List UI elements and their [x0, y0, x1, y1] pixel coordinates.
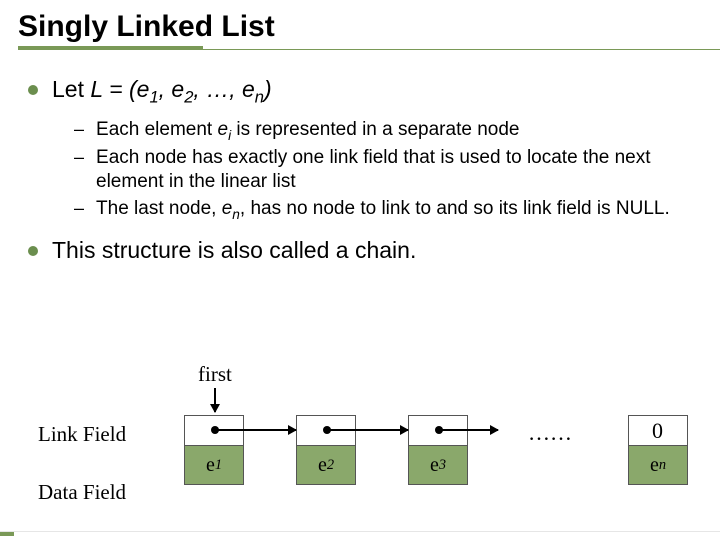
slide-title: Singly Linked List	[18, 10, 702, 44]
bullet-1: Let L = (e1, e2, …, en)	[28, 76, 692, 108]
sub-item-2-text: Each node has exactly one link field tha…	[96, 146, 692, 195]
sub-bullet-list: – Each element ei is represented in a se…	[74, 118, 692, 223]
sub-item-3-text: The last node, en, has no node to link t…	[96, 197, 670, 223]
first-label: first	[198, 362, 232, 387]
bullet-2: This structure is also called a chain.	[28, 237, 692, 264]
bullet-2-text: This structure is also called a chain.	[52, 237, 416, 264]
footer-line	[0, 531, 720, 532]
sub-item-1: – Each element ei is represented in a se…	[74, 118, 692, 144]
link-arrow-icon	[214, 429, 296, 431]
footer-accent	[0, 532, 14, 536]
title-underline	[18, 46, 702, 52]
data-cell: e3	[409, 446, 467, 484]
dash-icon: –	[74, 119, 84, 140]
title-area: Singly Linked List	[0, 0, 720, 58]
data-cell: e2	[297, 446, 355, 484]
content-area: Let L = (e1, e2, …, en) – Each element e…	[0, 58, 720, 264]
data-cell: en	[629, 446, 687, 484]
sub-item-2: – Each node has exactly one link field t…	[74, 146, 692, 195]
data-cell: e1	[185, 446, 243, 484]
link-arrow-icon	[438, 429, 498, 431]
data-field-label: Data Field	[38, 480, 126, 505]
null-zero: 0	[652, 418, 663, 444]
ellipsis: ……	[528, 420, 572, 446]
linked-list-diagram: first Link Field Data Field e1 e2 e3 en …	[0, 362, 720, 532]
dash-icon: –	[74, 198, 84, 219]
bullet-1-text: Let L = (e1, e2, …, en)	[52, 76, 272, 108]
bullet-dot-icon	[28, 85, 38, 95]
dash-icon: –	[74, 147, 84, 168]
sub-item-1-text: Each element ei is represented in a sepa…	[96, 118, 519, 144]
arrow-down-icon	[214, 388, 216, 412]
sub-item-3: – The last node, en, has no node to link…	[74, 197, 692, 223]
bullet-dot-icon	[28, 246, 38, 256]
link-field-label: Link Field	[38, 422, 126, 447]
link-arrow-icon	[326, 429, 408, 431]
